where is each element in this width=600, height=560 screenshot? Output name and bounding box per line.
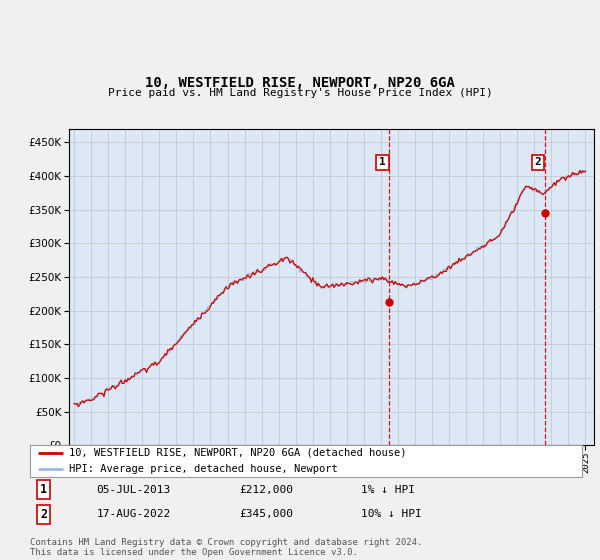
Text: Contains HM Land Registry data © Crown copyright and database right 2024.
This d: Contains HM Land Registry data © Crown c… (30, 538, 422, 557)
Text: 10% ↓ HPI: 10% ↓ HPI (361, 509, 422, 519)
Text: 05-JUL-2013: 05-JUL-2013 (96, 484, 170, 494)
Text: 2: 2 (535, 157, 542, 167)
Text: HPI: Average price, detached house, Newport: HPI: Average price, detached house, Newp… (68, 464, 337, 474)
Text: 1: 1 (379, 157, 386, 167)
Text: £212,000: £212,000 (240, 484, 294, 494)
Text: 10, WESTFIELD RISE, NEWPORT, NP20 6GA (detached house): 10, WESTFIELD RISE, NEWPORT, NP20 6GA (d… (68, 448, 406, 458)
Text: Price paid vs. HM Land Registry's House Price Index (HPI): Price paid vs. HM Land Registry's House … (107, 88, 493, 98)
Text: 17-AUG-2022: 17-AUG-2022 (96, 509, 170, 519)
Text: 1% ↓ HPI: 1% ↓ HPI (361, 484, 415, 494)
Text: 1: 1 (40, 483, 47, 496)
Text: 2: 2 (40, 508, 47, 521)
Text: £345,000: £345,000 (240, 509, 294, 519)
Text: 10, WESTFIELD RISE, NEWPORT, NP20 6GA: 10, WESTFIELD RISE, NEWPORT, NP20 6GA (145, 76, 455, 90)
